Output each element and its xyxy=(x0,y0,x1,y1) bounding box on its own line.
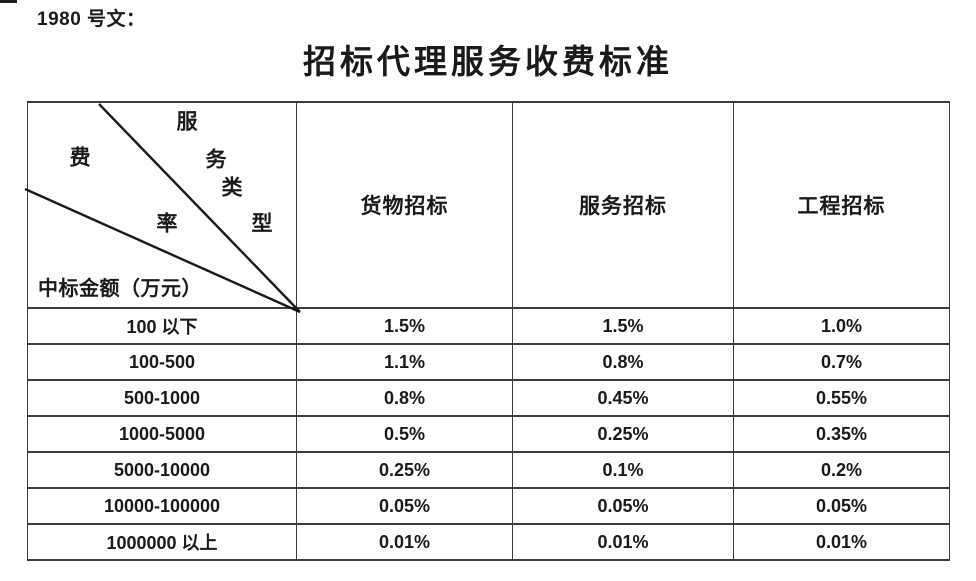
table-row: 10000-100000 0.05% 0.05% 0.05% xyxy=(27,487,950,525)
rate-value: 0.05% xyxy=(512,487,734,525)
column-header-service: 服务招标 xyxy=(512,101,734,309)
amount-range: 100 以下 xyxy=(27,307,297,345)
rate-value: 0.55% xyxy=(733,379,950,417)
rate-value: 1.5% xyxy=(512,307,734,345)
rate-value: 0.05% xyxy=(296,487,513,525)
rate-value: 0.7% xyxy=(733,343,950,381)
table-row: 100 以下 1.5% 1.5% 1.0% xyxy=(27,307,950,345)
rate-value: 0.45% xyxy=(512,379,734,417)
doc-number: 1980 号文： xyxy=(37,9,146,30)
rate-value: 0.5% xyxy=(296,415,513,453)
column-header-engineering: 工程招标 xyxy=(733,101,950,309)
rate-value: 0.01% xyxy=(512,523,734,561)
rate-value: 0.05% xyxy=(733,487,950,525)
amount-range: 1000-5000 xyxy=(27,415,297,453)
corner-label-rate-char: 费 xyxy=(69,145,91,170)
rate-value: 0.25% xyxy=(512,415,734,453)
amount-range: 1000000 以上 xyxy=(27,523,297,561)
amount-range: 10000-100000 xyxy=(27,487,297,525)
column-header-goods: 货物招标 xyxy=(296,101,513,309)
corner-label-rate-char: 率 xyxy=(156,211,178,236)
diagonal-lines xyxy=(24,103,301,314)
rate-value: 0.1% xyxy=(512,451,734,489)
table-row: 100-500 1.1% 0.8% 0.7% xyxy=(27,343,950,381)
corner-label-service-char: 服 xyxy=(176,109,198,134)
corner-label-service-char: 类 xyxy=(221,175,243,200)
rate-value: 0.25% xyxy=(296,451,513,489)
corner-label-service-char: 务 xyxy=(205,147,227,172)
corner-label-amount: 中标金额（万元） xyxy=(38,278,202,300)
diagonal-corner-cell: 服 务 类 型 费 率 中标金额（万元） xyxy=(24,101,301,314)
rate-value: 1.0% xyxy=(733,307,950,345)
corner-label-service-char: 型 xyxy=(251,211,273,236)
rate-value: 1.5% xyxy=(296,307,513,345)
rate-value: 0.01% xyxy=(733,523,950,561)
table-header-row: 服 务 类 型 费 率 中标金额（万元） 货物招标 服务招标 工程招标 xyxy=(24,101,950,314)
amount-range: 100-500 xyxy=(27,343,297,381)
rate-value: 0.8% xyxy=(512,343,734,381)
amount-range: 5000-10000 xyxy=(27,451,297,489)
rate-value: 0.8% xyxy=(296,379,513,417)
rate-value: 1.1% xyxy=(296,343,513,381)
screen-edge-artifact xyxy=(0,0,17,3)
page-title: 招标代理服务收费标准 xyxy=(303,45,673,81)
table-row: 500-1000 0.8% 0.45% 0.55% xyxy=(27,379,950,417)
table-row: 5000-10000 0.25% 0.1% 0.2% xyxy=(27,451,950,489)
rate-value: 0.2% xyxy=(733,451,950,489)
table-row: 1000000 以上 0.01% 0.01% 0.01% xyxy=(27,523,950,561)
fee-standard-table: 服 务 类 型 费 率 中标金额（万元） 货物招标 服务招标 工程招标 100 … xyxy=(24,101,950,561)
rate-value: 0.01% xyxy=(296,523,513,561)
amount-range: 500-1000 xyxy=(27,379,297,417)
rate-value: 0.35% xyxy=(733,415,950,453)
table-row: 1000-5000 0.5% 0.25% 0.35% xyxy=(27,415,950,453)
